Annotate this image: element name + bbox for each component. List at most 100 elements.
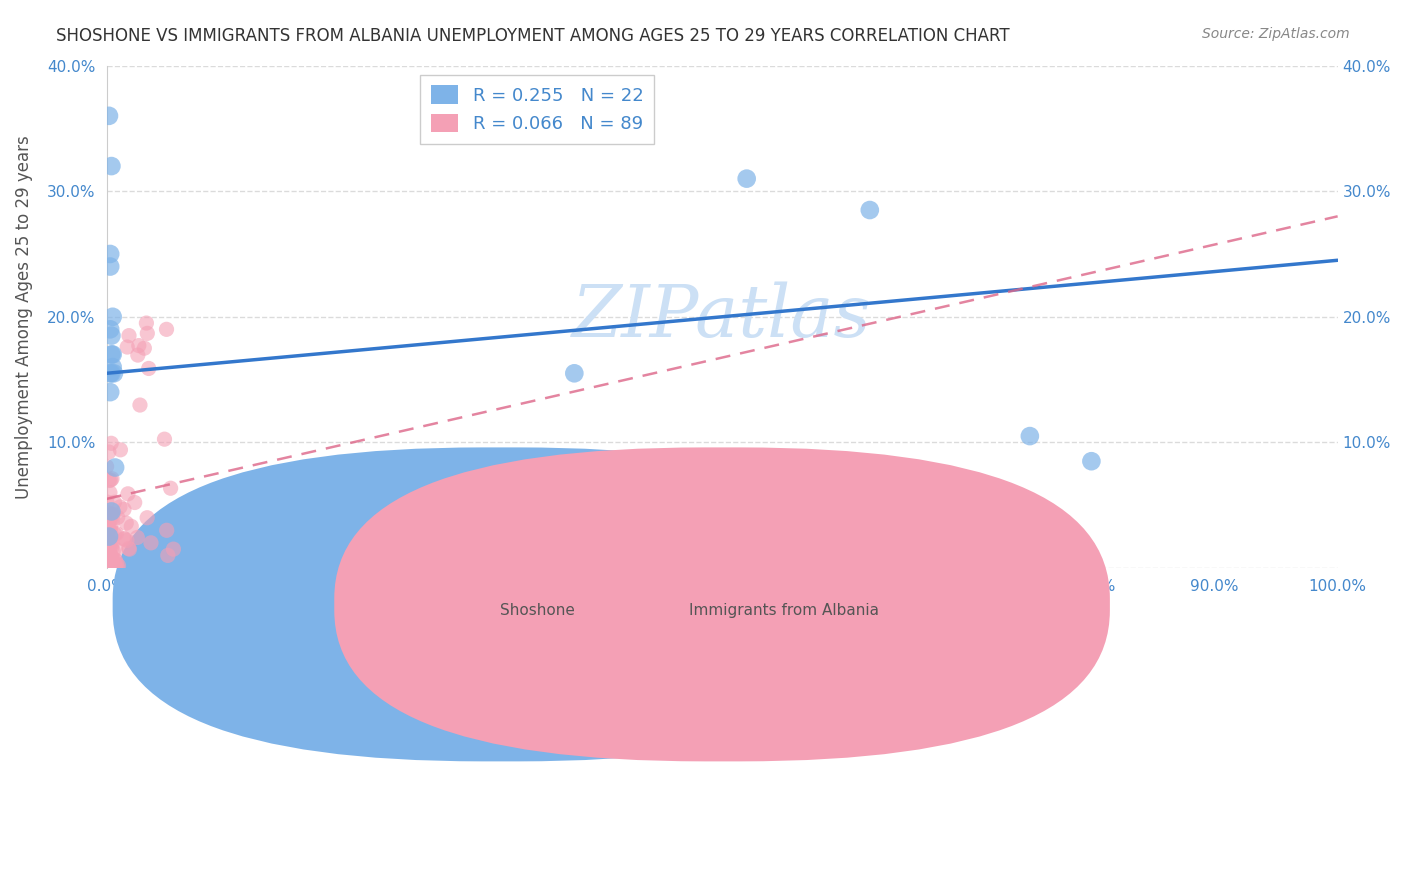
Text: Immigrants from Albania: Immigrants from Albania xyxy=(689,603,879,618)
Immigrants from Albania xyxy=(96,459,118,474)
Immigrants from Albania xyxy=(118,328,141,343)
Immigrants from Albania xyxy=(103,544,125,558)
Immigrants from Albania xyxy=(155,322,177,336)
Immigrants from Albania xyxy=(104,560,127,574)
Immigrants from Albania xyxy=(97,557,120,571)
Immigrants from Albania xyxy=(100,527,122,541)
Immigrants from Albania xyxy=(98,555,121,569)
Immigrants from Albania xyxy=(100,436,122,450)
Shoshone xyxy=(98,247,121,261)
Immigrants from Albania xyxy=(107,510,129,524)
Shoshone xyxy=(101,310,124,324)
Shoshone xyxy=(97,109,120,123)
Immigrants from Albania xyxy=(101,550,124,565)
Shoshone xyxy=(98,385,121,400)
Immigrants from Albania xyxy=(100,555,122,569)
Immigrants from Albania xyxy=(104,553,127,567)
Immigrants from Albania xyxy=(96,495,118,509)
Shoshone xyxy=(104,460,127,475)
Immigrants from Albania xyxy=(112,532,135,546)
FancyBboxPatch shape xyxy=(112,448,889,762)
Immigrants from Albania xyxy=(100,541,122,555)
Immigrants from Albania xyxy=(127,531,149,545)
Shoshone xyxy=(100,366,122,380)
Immigrants from Albania xyxy=(97,555,120,569)
Immigrants from Albania xyxy=(96,506,118,520)
Immigrants from Albania xyxy=(101,516,124,530)
Text: Shoshone: Shoshone xyxy=(501,603,575,618)
Immigrants from Albania xyxy=(135,316,157,330)
Immigrants from Albania xyxy=(101,536,124,550)
Immigrants from Albania xyxy=(97,445,120,459)
Immigrants from Albania xyxy=(128,338,150,352)
Immigrants from Albania xyxy=(96,560,118,574)
Immigrants from Albania xyxy=(127,348,149,362)
FancyBboxPatch shape xyxy=(335,448,1109,762)
Immigrants from Albania xyxy=(136,326,159,341)
Shoshone xyxy=(100,347,122,361)
Shoshone xyxy=(100,159,122,173)
Immigrants from Albania xyxy=(112,502,135,516)
Shoshone xyxy=(562,366,585,380)
Immigrants from Albania xyxy=(118,542,141,557)
Immigrants from Albania xyxy=(97,521,120,535)
Immigrants from Albania xyxy=(153,432,176,446)
Shoshone xyxy=(101,359,124,374)
Immigrants from Albania xyxy=(104,553,127,567)
Immigrants from Albania xyxy=(105,526,128,541)
Immigrants from Albania xyxy=(117,487,139,501)
Text: Source: ZipAtlas.com: Source: ZipAtlas.com xyxy=(1202,27,1350,41)
Shoshone xyxy=(100,504,122,518)
Immigrants from Albania xyxy=(100,509,122,524)
Shoshone xyxy=(100,328,122,343)
Immigrants from Albania xyxy=(96,511,118,525)
Immigrants from Albania xyxy=(104,542,127,557)
Immigrants from Albania xyxy=(110,442,132,457)
Immigrants from Albania xyxy=(100,536,122,550)
Immigrants from Albania xyxy=(120,519,142,533)
Immigrants from Albania xyxy=(115,516,138,530)
Immigrants from Albania xyxy=(107,558,129,573)
Shoshone xyxy=(735,171,758,186)
Text: SHOSHONE VS IMMIGRANTS FROM ALBANIA UNEMPLOYMENT AMONG AGES 25 TO 29 YEARS CORRE: SHOSHONE VS IMMIGRANTS FROM ALBANIA UNEM… xyxy=(56,27,1010,45)
Immigrants from Albania xyxy=(159,481,181,495)
Immigrants from Albania xyxy=(100,473,122,487)
Immigrants from Albania xyxy=(96,525,118,540)
Immigrants from Albania xyxy=(101,559,124,574)
Immigrants from Albania xyxy=(134,341,156,355)
Y-axis label: Unemployment Among Ages 25 to 29 years: Unemployment Among Ages 25 to 29 years xyxy=(15,135,32,499)
Immigrants from Albania xyxy=(97,544,120,558)
Immigrants from Albania xyxy=(97,520,120,534)
Immigrants from Albania xyxy=(108,500,131,514)
Immigrants from Albania xyxy=(100,550,122,565)
Immigrants from Albania xyxy=(101,472,124,486)
Immigrants from Albania xyxy=(139,536,162,550)
Immigrants from Albania xyxy=(138,361,160,376)
Text: ZIPatlas: ZIPatlas xyxy=(572,282,872,352)
Immigrants from Albania xyxy=(98,534,121,549)
Immigrants from Albania xyxy=(115,340,138,354)
Immigrants from Albania xyxy=(156,523,179,537)
Shoshone xyxy=(98,260,121,274)
Immigrants from Albania xyxy=(162,542,184,557)
Immigrants from Albania xyxy=(98,474,121,488)
Immigrants from Albania xyxy=(100,521,122,535)
Immigrants from Albania xyxy=(96,508,118,523)
Immigrants from Albania xyxy=(101,508,124,522)
Immigrants from Albania xyxy=(104,527,127,541)
Immigrants from Albania xyxy=(98,547,121,561)
Immigrants from Albania xyxy=(98,537,121,551)
Immigrants from Albania xyxy=(103,555,125,569)
Shoshone xyxy=(98,366,121,380)
Immigrants from Albania xyxy=(101,511,124,525)
Immigrants from Albania xyxy=(105,559,128,574)
Immigrants from Albania xyxy=(156,549,179,563)
Immigrants from Albania xyxy=(136,510,159,524)
Shoshone xyxy=(859,202,882,217)
Immigrants from Albania xyxy=(129,398,152,412)
Immigrants from Albania xyxy=(105,557,128,571)
Immigrants from Albania xyxy=(112,532,135,546)
Immigrants from Albania xyxy=(104,558,127,572)
Shoshone xyxy=(101,347,124,361)
Shoshone xyxy=(97,530,120,544)
